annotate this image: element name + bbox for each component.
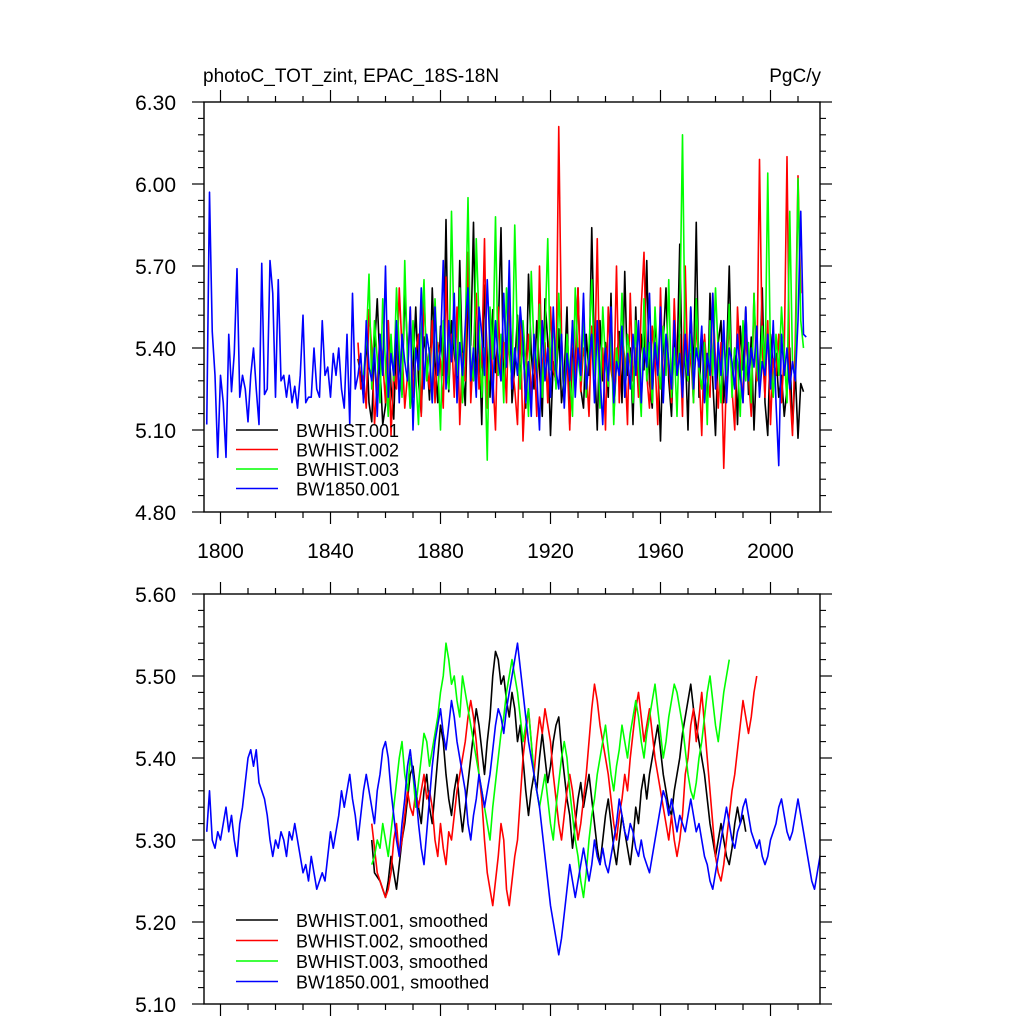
y-tick-label: 5.30 bbox=[135, 830, 176, 853]
series-line-bw1850-001 bbox=[205, 191, 807, 467]
x-tick-label: 1880 bbox=[417, 540, 464, 563]
series-group bbox=[205, 642, 820, 956]
y-tick-label: 6.00 bbox=[135, 174, 176, 197]
series-line-bwhist-001-smoothed bbox=[370, 650, 747, 899]
y-tick-label: 5.70 bbox=[135, 256, 176, 279]
legend-label: BWHIST.001, smoothed bbox=[296, 911, 488, 931]
legend-label: BW1850.001 bbox=[296, 480, 400, 500]
y-tick-label: 5.40 bbox=[135, 338, 176, 361]
legend-label: BW1850.001, smoothed bbox=[296, 973, 489, 993]
y-tick-label: 5.10 bbox=[135, 420, 176, 443]
x-tick-label: 1840 bbox=[307, 540, 354, 563]
y-tick-label: 6.30 bbox=[135, 92, 176, 115]
series-line-bwhist-003-smoothed bbox=[370, 642, 731, 899]
y-tick-label: 5.20 bbox=[135, 912, 176, 935]
bottom-panel: 5.10 5.20 5.30 5.40 5.50 5.60 BWHIST.001, smoo… bbox=[135, 582, 832, 1017]
legend-label: BWHIST.003 bbox=[296, 460, 399, 480]
y-tick-label: 5.60 bbox=[135, 584, 176, 607]
x-tick-label: 1920 bbox=[527, 540, 574, 563]
x-tick-label: 2000 bbox=[747, 540, 794, 563]
chart-title: photoC_TOT_zint, EPAC_18S-18N bbox=[203, 66, 499, 87]
x-tick-label: 1800 bbox=[197, 540, 244, 563]
plot-frame bbox=[203, 593, 821, 1005]
x-tick-label: 1960 bbox=[637, 540, 684, 563]
y-tick-label: 4.80 bbox=[135, 502, 176, 525]
series-line-bwhist-002-smoothed bbox=[370, 675, 758, 907]
legend-label: BWHIST.002 bbox=[296, 441, 399, 461]
top-panel: 1800 1840 1880 1920 1960 2000 4.80 5.10 5.40 5.70… bbox=[135, 90, 832, 563]
y-tick-label: 5.50 bbox=[135, 666, 176, 689]
legend-label: BWHIST.001 bbox=[296, 421, 399, 441]
y-tick-label: 5.40 bbox=[135, 748, 176, 771]
series-line-bw1850-001-smoothed bbox=[205, 642, 820, 956]
series-group bbox=[205, 125, 807, 470]
legend-label: BWHIST.003, smoothed bbox=[296, 952, 488, 972]
chart-units: PgC/y bbox=[769, 66, 821, 87]
y-tick-label: 5.10 bbox=[135, 994, 176, 1017]
plot-frame bbox=[203, 101, 821, 513]
legend-label: BWHIST.002, smoothed bbox=[296, 932, 488, 952]
